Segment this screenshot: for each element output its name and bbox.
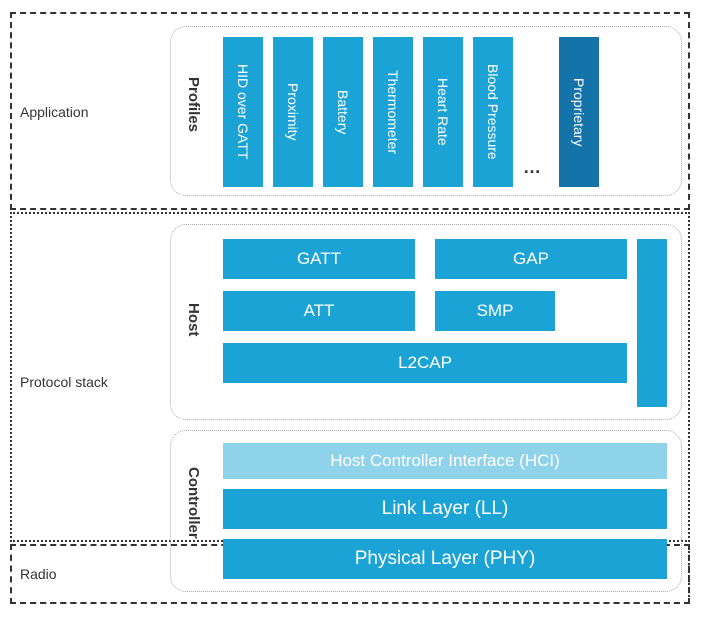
- controller-hci-label: Host Controller Interface (HCI): [330, 451, 560, 471]
- profile-proprietary: Proprietary: [559, 37, 599, 187]
- protocol-label: Protocol stack: [20, 374, 108, 390]
- profiles-group-label: Profiles: [185, 77, 202, 132]
- profiles-group: Profiles HID over GATT Proximity Battery…: [170, 26, 682, 196]
- profile-hid-label: HID over GATT: [235, 64, 251, 159]
- host-att: ATT: [223, 291, 415, 331]
- host-gap-tail: [637, 239, 667, 407]
- profile-hid: HID over GATT: [223, 37, 263, 187]
- profile-thermometer-label: Thermometer: [385, 70, 401, 154]
- profile-heartrate-label: Heart Rate: [435, 78, 451, 146]
- host-group-label: Host: [185, 303, 202, 336]
- host-gap-label: GAP: [513, 249, 549, 269]
- host-l2cap-label: L2CAP: [398, 353, 452, 373]
- controller-group: Controller Host Controller Interface (HC…: [170, 430, 682, 592]
- controller-phy: Physical Layer (PHY): [223, 539, 667, 579]
- profile-proximity: Proximity: [273, 37, 313, 187]
- controller-ll: Link Layer (LL): [223, 489, 667, 529]
- host-l2cap: L2CAP: [223, 343, 627, 383]
- profile-heartrate: Heart Rate: [423, 37, 463, 187]
- controller-group-label: Controller: [185, 467, 202, 539]
- controller-hci: Host Controller Interface (HCI): [223, 443, 667, 479]
- controller-phy-label: Physical Layer (PHY): [355, 548, 536, 570]
- profile-battery-label: Battery: [335, 90, 351, 134]
- profile-proximity-label: Proximity: [285, 83, 301, 141]
- host-gatt: GATT: [223, 239, 415, 279]
- host-group: Host GATT GAP ATT SMP L2CAP: [170, 224, 682, 420]
- profile-bp-label: Blood Pressure: [485, 64, 501, 160]
- profile-battery: Battery: [323, 37, 363, 187]
- profile-proprietary-label: Proprietary: [571, 78, 587, 146]
- controller-ll-label: Link Layer (LL): [382, 498, 509, 520]
- profile-thermometer: Thermometer: [373, 37, 413, 187]
- radio-label: Radio: [20, 566, 57, 582]
- application-label: Application: [20, 104, 89, 120]
- profiles-ellipsis: …: [523, 157, 541, 178]
- host-att-label: ATT: [304, 301, 335, 321]
- profile-bp: Blood Pressure: [473, 37, 513, 187]
- host-smp-label: SMP: [477, 301, 514, 321]
- host-gap: GAP: [435, 239, 627, 279]
- host-smp: SMP: [435, 291, 555, 331]
- host-gatt-label: GATT: [297, 249, 341, 269]
